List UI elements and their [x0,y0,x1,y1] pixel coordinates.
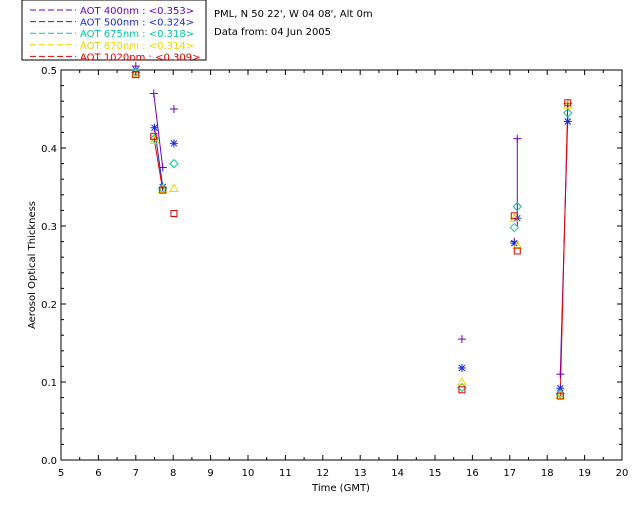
data-point-triangle [562,100,573,109]
x-axis-label: Time (GMT) [311,483,370,494]
legend-entry: AOT 400nm : <0.353> [80,6,194,17]
data-point-square [510,212,518,220]
data-point-plus [457,335,466,344]
x-tick-label: 8 [170,468,176,479]
x-tick-label: 14 [391,468,404,479]
x-tick-label: 19 [578,468,591,479]
data-point-diamond [555,388,565,399]
x-tick-label: 15 [429,468,442,479]
x-tick-label: 20 [616,468,629,479]
series-line-segment [153,93,164,168]
x-tick-label: 12 [316,468,329,479]
x-tick-label: 7 [133,468,139,479]
plot-frame [60,69,623,461]
series-markers [130,62,573,400]
data-point-diamond [509,222,519,233]
data-point-diamond [563,108,573,118]
date-text: Data from: 04 Jun 2005 [214,27,331,38]
data-point-square [556,392,564,400]
data-point-diamond [169,158,179,169]
data-point-square [513,247,521,255]
axis-ticks: 5 6 7 8 9 10 11 12 13 14 15 16 17 18 19 20 0.0 0.1 0.2 0.3 0… [41,66,628,479]
data-point-asterisk [457,363,466,372]
data-point-triangle [130,68,141,78]
y-tick-label: 0.2 [41,300,57,311]
y-axis-label: Aerosol Optical Thickness [27,201,38,329]
data-point-asterisk [169,139,178,148]
y-tick-label: 0.5 [41,66,57,77]
data-point-plus [149,89,158,98]
y-tick-label: 0.0 [41,456,57,467]
x-tick-label: 10 [242,468,255,479]
x-tick-label: 6 [95,468,101,479]
legend-entry: AOT 1020nm : <0.309> [80,52,200,63]
data-point-plus [513,134,522,143]
data-point-triangle [509,213,520,222]
legend-entry: AOT 500nm : <0.324> [80,18,194,29]
data-point-square [564,99,572,107]
data-point-square [170,210,178,218]
data-point-triangle [169,183,179,193]
data-point-asterisk [150,123,159,132]
legend-entry: AOT 870nm : <0.314> [80,41,194,52]
data-point-plus [556,370,565,379]
data-point-diamond [131,67,141,78]
y-tick-label: 0.4 [41,144,57,155]
series-lines [153,93,569,397]
data-point-triangle [457,376,467,386]
data-point-square [159,186,167,194]
legend-entry: AOT 675nm : <0.318> [80,29,194,40]
data-point-diamond [457,382,467,393]
y-tick-label: 0.1 [41,378,57,389]
location-text: PML, N 50 22', W 04 08', Alt 0m [214,9,373,20]
x-tick-label: 16 [466,468,479,479]
data-point-square [132,71,140,79]
data-point-square [150,132,158,140]
data-point-asterisk [563,117,572,126]
x-tick-label: 5 [58,468,64,479]
data-point-diamond [512,201,522,212]
x-tick-label: 17 [503,468,516,479]
x-tick-label: 11 [279,468,292,479]
x-tick-label: 13 [354,468,367,479]
x-tick-label: 18 [541,468,554,479]
y-tick-label: 0.3 [41,222,57,233]
series-line-segment [153,136,164,191]
data-point-triangle [512,240,523,249]
x-tick-label: 9 [207,468,213,479]
legend: AOT 400nm : <0.353>AOT 500nm : <0.324>AO… [21,0,207,63]
series-line-segment [559,102,569,397]
data-point-triangle [157,184,168,193]
data-point-plus [169,105,178,113]
data-point-triangle [555,390,566,399]
data-point-plus [158,163,167,172]
data-point-square [458,386,466,394]
